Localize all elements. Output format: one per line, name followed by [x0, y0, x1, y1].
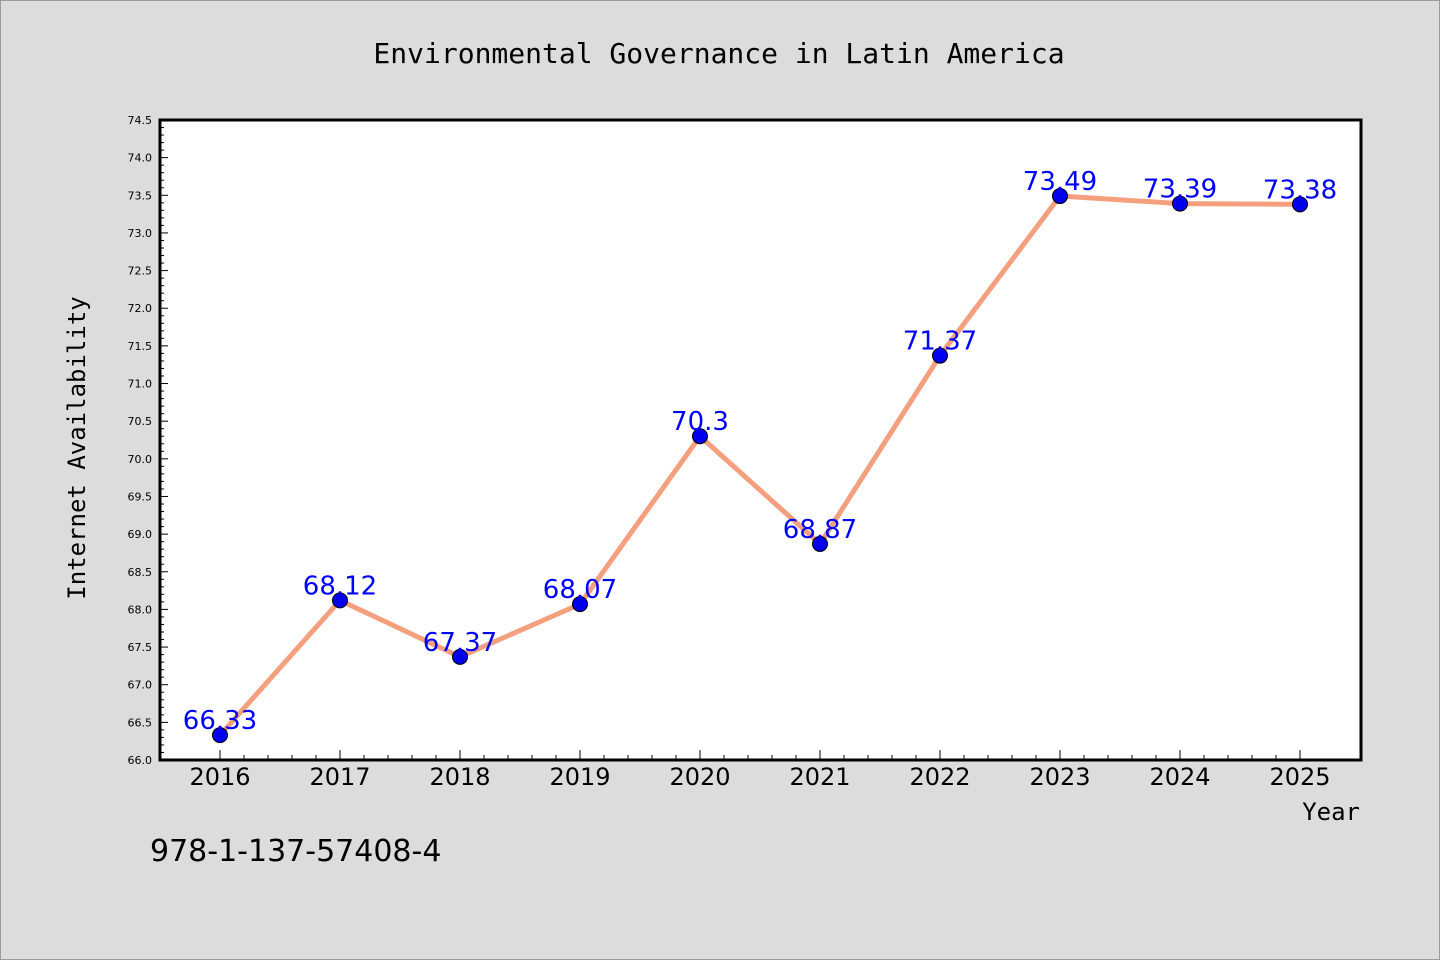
y-tick-label: 66.5 [128, 716, 153, 729]
x-tick-label: 2025 [1269, 763, 1330, 791]
x-axis-ticks: 2016 2017 2018 2019 2020 2021 2022 2023 2024 2025 [189, 750, 1331, 791]
y-tick-label: 74.5 [128, 114, 153, 127]
x-tick-label: 2019 [549, 763, 610, 791]
data-label: 68.12 [303, 571, 377, 601]
y-tick-label: 72.0 [128, 302, 153, 315]
y-tick-label: 72.5 [128, 265, 153, 278]
plot-area [160, 120, 1361, 760]
y-tick-label: 71.0 [128, 378, 153, 391]
data-label: 71.37 [903, 327, 977, 357]
data-label: 73.38 [1263, 175, 1337, 205]
x-tick-label: 2016 [189, 763, 250, 791]
y-tick-label: 68.0 [128, 603, 153, 616]
y-tick-label: 66.0 [128, 754, 153, 767]
y-tick-label: 73.5 [128, 189, 153, 202]
data-point [1172, 195, 1188, 212]
y-tick-label: 69.5 [128, 490, 153, 503]
data-point [692, 428, 708, 445]
data-label: 73.49 [1023, 167, 1097, 197]
plot-border [158, 118, 1363, 762]
series-markers [212, 188, 1308, 744]
y-tick-label: 69.0 [128, 528, 153, 541]
y-tick-label: 70.5 [128, 415, 153, 428]
y-tick-label: 68.5 [128, 566, 153, 579]
y-tick-label: 74.0 [128, 152, 153, 165]
y-axis-label: Internet Availability [63, 296, 91, 599]
data-point [1052, 188, 1068, 205]
data-label: 70.3 [671, 407, 729, 437]
data-point [1292, 196, 1308, 213]
data-point [932, 347, 948, 364]
data-label: 68.87 [783, 515, 857, 545]
y-tick-label: 71.5 [128, 340, 153, 353]
x-tick-label: 2024 [1149, 763, 1210, 791]
chart-title: Environmental Governance in Latin Americ… [373, 37, 1064, 70]
data-label: 67.37 [423, 628, 497, 658]
data-label: 68.07 [543, 575, 617, 605]
data-labels: 66.33 68.12 67.37 68.07 70.3 68.87 71.37 73.49 7… [183, 167, 1337, 736]
x-axis-label: Year [1302, 798, 1360, 826]
data-label: 73.39 [1143, 175, 1217, 205]
y-tick-label: 70.0 [128, 453, 153, 466]
data-point [572, 596, 588, 613]
x-tick-label: 2017 [309, 763, 370, 791]
series-line [217, 193, 1303, 738]
y-tick-label: 73.0 [128, 227, 153, 240]
data-point [212, 727, 228, 744]
x-tick-label: 2018 [429, 763, 490, 791]
x-tick-label: 2022 [909, 763, 970, 791]
isbn-annotation: 978-1-137-57408-4 [150, 834, 442, 869]
x-tick-label: 2020 [669, 763, 730, 791]
x-tick-label: 2023 [1029, 763, 1090, 791]
y-axis-ticks: 66.0 66.5 67.0 67.5 68.0 68.5 69.0 69.5 70.0 70.5… [128, 114, 168, 767]
data-point [452, 648, 468, 665]
y-tick-label: 67.0 [128, 679, 153, 692]
data-label: 66.33 [183, 706, 257, 736]
y-tick-label: 67.5 [128, 641, 153, 654]
data-point [332, 592, 348, 609]
data-point [812, 535, 828, 552]
x-tick-label: 2021 [789, 763, 850, 791]
